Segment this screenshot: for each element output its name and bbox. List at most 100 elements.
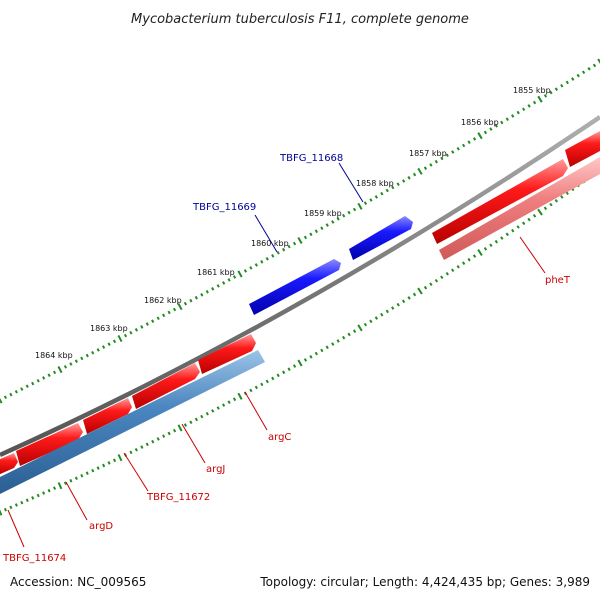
scale-tick [440,156,444,161]
scale-tick [445,271,449,276]
gene-argj-arrow[interactable] [132,363,200,409]
scale-tick [42,376,46,380]
scale-tick [177,424,183,432]
gene-label-tbfg-11669[interactable]: TBFG_11669 [192,202,256,213]
gene-labels: TBFG_11668 TBFG_11669 pheT argC argJ TBF… [2,153,571,564]
scale-tick [80,473,84,478]
scale-tick [260,382,264,387]
gene-label-tbfg-11668[interactable]: TBFG_11668 [279,153,343,164]
leader-lines [7,162,546,548]
scale-tick [156,316,160,321]
scale-tick [254,385,258,390]
scale-tick [352,207,357,212]
scale-tick [222,281,226,285]
scale-tick [20,500,24,505]
tick-label-1864: 1864 kbp [35,351,73,360]
scale-tick [537,208,543,216]
gene-label-tbfg-11674[interactable]: TBFG_11674 [2,553,66,564]
scale-tick [494,239,499,244]
scale-tick [352,329,357,333]
gene-tbfg-11672-arrow[interactable] [83,398,132,434]
scale-tick [342,335,346,340]
scale-tick [232,397,237,402]
scale-tick [532,214,537,218]
scale-tick [357,202,363,210]
rna-feature-bar[interactable] [0,350,265,494]
scale-tick [117,454,123,462]
scale-tick [129,450,133,455]
scale-tick [63,481,68,486]
scale-tick [63,365,68,369]
gene-label-argj[interactable]: argJ [206,464,225,475]
scale-tick [9,505,13,510]
scale-tick [232,275,237,279]
scale-tick [543,206,548,211]
scale-tick [309,355,313,359]
scale-tick [282,247,286,252]
scale-tick [47,373,51,377]
gene-argd-arrow[interactable] [16,423,83,466]
scale-tick [265,379,269,384]
outer-tick-ring [0,58,600,404]
scale-tick [265,257,269,261]
scale-tick [189,420,193,425]
scale-tick [31,496,35,500]
scale-tick [167,310,171,315]
scale-tick [249,388,253,393]
scale-tick [511,114,515,118]
scale-tick [52,486,57,490]
scale-tick [85,353,89,358]
scale-tick [282,370,286,375]
scale-tick [407,296,411,300]
scale-tick [516,110,520,115]
scale-tick [276,250,280,255]
scale-tick [565,191,569,195]
scale-tick [581,70,586,75]
scale-tick [183,423,188,427]
gene-argc-arrow[interactable] [198,334,256,374]
scale-tick [189,298,193,303]
scale-tick [309,232,313,237]
gene-tbfg-11668-arrow[interactable] [349,216,413,260]
gene-label-phet[interactable]: pheT [545,275,571,286]
scale-tick [129,330,133,335]
scale-tick [292,364,297,368]
scale-tick [205,290,209,294]
gene-red-segment-right[interactable] [565,131,600,167]
scale-tick [107,461,111,465]
scale-tick [374,195,378,199]
scale-tick [96,466,100,470]
scale-tick [260,260,264,264]
scale-tick [249,266,253,270]
scale-tick [172,428,177,433]
gene-phet-lower-bar[interactable] [439,157,600,260]
scale-tick [477,249,483,256]
scale-tick [429,282,433,287]
scale-tick [145,322,149,326]
scale-tick [369,319,373,324]
scale-tick [347,210,351,215]
gene-red-segment-1[interactable] [0,453,18,475]
gene-tbfg-11669-arrow[interactable] [249,259,341,315]
gene-label-argd[interactable]: argD [89,521,113,532]
scale-tick [96,348,100,352]
scale-tick [177,303,183,311]
scale-tick [102,463,106,468]
scale-tick [363,322,368,327]
scale-tick [451,150,455,154]
scale-tick [211,287,215,291]
scale-tick [369,198,373,202]
scale-tick [134,328,138,332]
tick-label-1862: 1862 kbp [144,296,182,305]
gene-phet-forward-arrow[interactable] [432,159,568,244]
map-title: Mycobacterium tuberculosis F11, complete… [131,12,469,27]
scale-tick [456,264,460,269]
scale-tick [145,442,149,447]
scale-tick [112,458,117,463]
gene-label-tbfg-11672[interactable]: TBFG_11672 [146,492,210,503]
scale-tick [560,195,564,199]
scale-tick [363,201,368,205]
gene-label-argc[interactable]: argC [268,432,291,443]
scale-tick [461,261,466,265]
